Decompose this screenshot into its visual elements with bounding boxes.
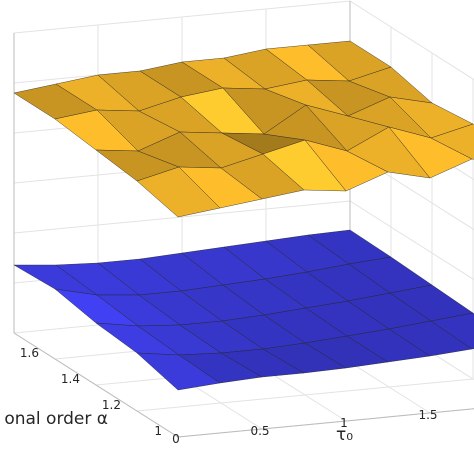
x-tick-label: 1 [340, 416, 348, 430]
x-tick-label: 0 [172, 432, 180, 446]
axis-line [177, 408, 474, 438]
y-tick-label: 1.6 [20, 346, 39, 360]
x-axis-label: τ₀ [336, 425, 353, 445]
surfaces [13, 40, 474, 391]
y-grid-line [136, 378, 474, 412]
y-tick-label: 1.2 [102, 398, 121, 412]
y-axis-label: onal order α [4, 409, 108, 429]
surface-patch [430, 312, 474, 350]
y-tick-label: 1.4 [61, 372, 80, 386]
x-tick-label: 1.5 [418, 408, 437, 422]
x-tick-label: 0.5 [250, 424, 269, 438]
surface-patch [430, 123, 474, 160]
axis-line [13, 332, 179, 438]
y-tick-label: 1 [154, 424, 162, 438]
